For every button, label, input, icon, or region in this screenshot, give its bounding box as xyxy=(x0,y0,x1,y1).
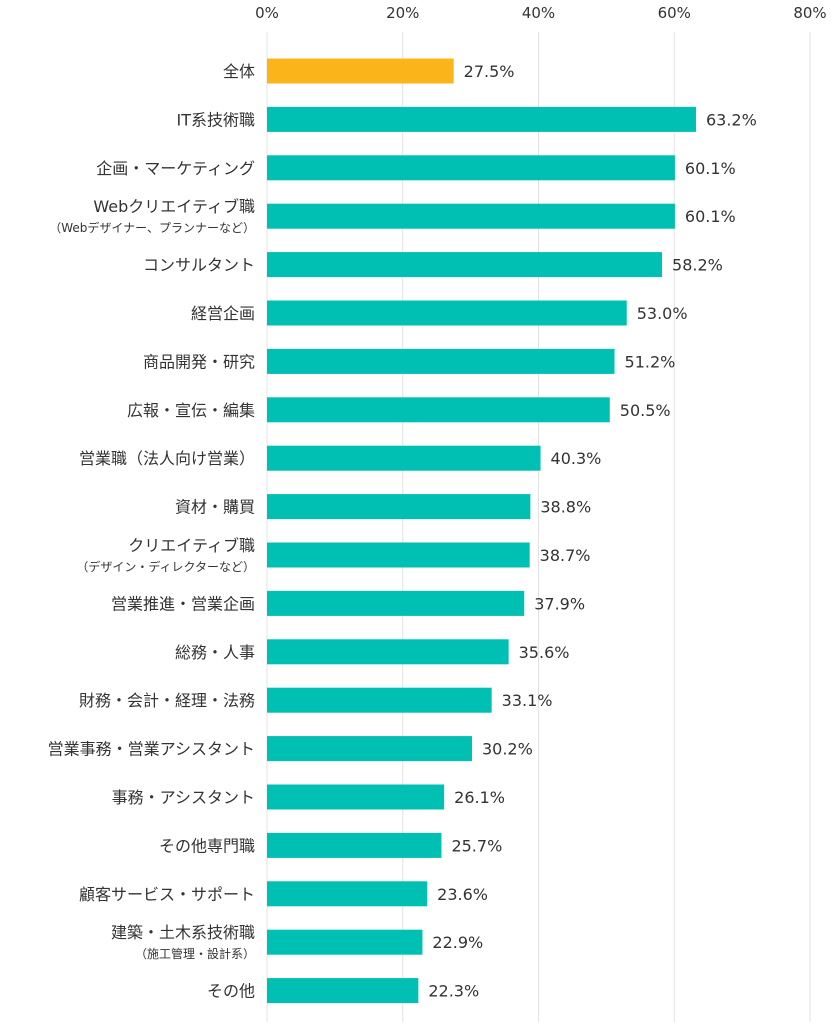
category-label: 経営企画 xyxy=(191,304,255,323)
bar xyxy=(267,300,627,326)
gridlines xyxy=(266,32,811,1022)
bar xyxy=(267,542,530,568)
category-label: 営業職（法人向け営業） xyxy=(79,449,255,468)
value-labels: 27.5% 63.2% 60.1% 60.1% 58.2% 53.0% 51.2% 50.5%… xyxy=(428,62,756,1001)
bar xyxy=(267,445,541,471)
bar xyxy=(267,494,531,520)
value-label: 25.7% xyxy=(451,836,502,855)
value-label: 23.6% xyxy=(437,885,488,904)
category-label: クリエイティブ職 xyxy=(128,536,255,555)
category-label: 顧客サービス・サポート xyxy=(79,885,255,904)
value-label: 50.5% xyxy=(620,401,671,420)
value-label: 60.1% xyxy=(685,207,736,226)
bar xyxy=(267,978,419,1004)
bar xyxy=(267,58,454,84)
value-label: 40.3% xyxy=(551,449,602,468)
bar xyxy=(267,348,615,374)
category-label: 建築・土木系技術職 xyxy=(111,923,255,942)
bar xyxy=(267,155,675,181)
category-sublabel: （施工管理・設計系） xyxy=(135,946,255,961)
value-label: 53.0% xyxy=(637,304,688,323)
value-label: 63.2% xyxy=(706,110,757,129)
category-label: コンサルタント xyxy=(143,256,255,275)
value-label: 37.9% xyxy=(534,594,585,613)
x-tick-label: 60% xyxy=(658,4,691,22)
bars xyxy=(267,58,696,1004)
bar xyxy=(267,397,610,423)
category-label: 財務・会計・経理・法務 xyxy=(79,691,255,710)
x-tick-label: 40% xyxy=(522,4,555,22)
bar xyxy=(267,736,472,762)
bar xyxy=(267,203,675,229)
x-axis-ticks: 0% 20% 40% 60% 80% xyxy=(255,4,827,22)
category-label: 総務・人事 xyxy=(175,643,255,662)
bar xyxy=(267,929,423,955)
x-tick-label: 20% xyxy=(386,4,419,22)
category-sublabel: （Webデザイナー、プランナーなど） xyxy=(49,220,255,235)
category-label: 広報・宣伝・編集 xyxy=(127,401,255,420)
bar xyxy=(267,687,492,713)
bar xyxy=(267,106,696,132)
bar xyxy=(267,832,442,858)
bar xyxy=(267,639,509,665)
category-label: 営業推進・営業企画 xyxy=(111,594,255,613)
bar xyxy=(267,252,663,278)
category-label: 企画・マーケティング xyxy=(96,159,255,178)
bar xyxy=(267,784,445,810)
category-label: その他専門職 xyxy=(159,836,255,855)
value-label: 51.2% xyxy=(625,352,676,371)
category-label: 事務・アシスタント xyxy=(112,788,255,807)
value-label: 30.2% xyxy=(482,740,533,759)
category-label: 営業事務・営業アシスタント xyxy=(48,740,255,759)
category-label: 全体 xyxy=(223,62,255,81)
value-label: 38.8% xyxy=(540,498,591,517)
value-label: 33.1% xyxy=(502,691,553,710)
bar xyxy=(267,881,428,907)
category-label: 資材・購買 xyxy=(175,498,255,517)
category-label: その他 xyxy=(207,982,255,1001)
x-tick-label: 0% xyxy=(255,4,279,22)
value-label: 27.5% xyxy=(464,62,515,81)
category-sublabel: （デザイン・ディレクターなど） xyxy=(76,559,255,574)
value-label: 35.6% xyxy=(519,643,570,662)
value-label: 22.3% xyxy=(428,982,479,1001)
value-label: 26.1% xyxy=(454,788,505,807)
value-label: 60.1% xyxy=(685,159,736,178)
category-label: IT系技術職 xyxy=(177,110,256,129)
value-label: 38.7% xyxy=(540,546,591,565)
x-tick-label: 80% xyxy=(793,4,826,22)
category-label: 商品開発・研究 xyxy=(143,352,255,371)
category-label: Webクリエイティブ職 xyxy=(93,197,255,216)
value-label: 22.9% xyxy=(432,933,483,952)
bar xyxy=(267,590,525,616)
value-label: 58.2% xyxy=(672,256,723,275)
